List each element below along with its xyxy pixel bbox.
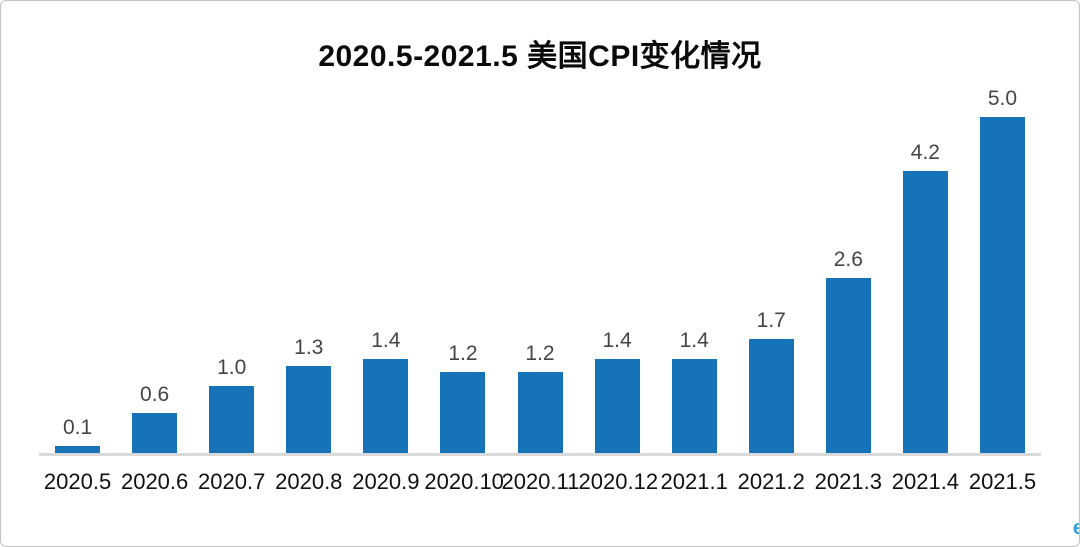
bar-column: 1.4 [347, 329, 424, 453]
bar [748, 339, 794, 453]
bar [902, 171, 948, 453]
watermark-icon: e [1073, 517, 1079, 540]
x-axis-tick-label: 2020.8 [275, 469, 343, 494]
bar-value-label: 1.2 [448, 342, 478, 365]
bar-column: 1.2 [424, 342, 501, 453]
x-axis-tick-label: 2021.3 [814, 469, 882, 494]
bar-value-label: 2.6 [833, 248, 863, 271]
bar-column: 5.0 [964, 87, 1041, 453]
bar-column: 1.4 [579, 329, 656, 453]
bar [209, 386, 255, 453]
x-axis-tick-label: 2020.10 [424, 469, 504, 494]
bar [594, 359, 640, 453]
bar-value-label: 1.3 [294, 336, 324, 359]
bar-value-label: 1.4 [679, 329, 709, 352]
bar-column: 0.6 [116, 383, 193, 453]
bar-value-label: 4.2 [910, 141, 940, 164]
bar-value-label: 1.4 [371, 329, 401, 352]
bar [825, 278, 871, 453]
bar-value-label: 1.0 [217, 356, 247, 379]
bar-value-label: 1.4 [602, 329, 632, 352]
x-axis-tick-label: 2021.2 [737, 469, 805, 494]
bar [55, 446, 101, 453]
x-axis-tick-label: 2020.7 [198, 469, 266, 494]
bar-value-label: 1.2 [525, 342, 555, 365]
bar-column: 2.6 [810, 248, 887, 453]
bar-column: 1.3 [270, 336, 347, 453]
bar-column: 1.0 [193, 356, 270, 453]
bar-column: 1.7 [733, 309, 810, 453]
x-axis-tick-label: 2021.4 [891, 469, 960, 494]
bar [671, 359, 717, 453]
x-axis-labels: 2020.5 2020.6 2020.7 2020.8 2020.9 2020.10 202… [39, 456, 1041, 495]
bar-value-label: 1.7 [756, 309, 786, 332]
bar [979, 117, 1025, 453]
bar-value-label: 0.1 [62, 416, 93, 439]
x-axis-tick-label: 2020.9 [352, 469, 420, 494]
bar-column: 0.1 [39, 416, 116, 453]
bar [132, 413, 178, 453]
bar [286, 366, 332, 453]
bar [363, 359, 409, 453]
x-axis-tick-label: 2020.12 [578, 469, 659, 494]
bar-value-label: 0.6 [140, 383, 170, 406]
x-axis-tick-label: 2020.6 [120, 469, 189, 494]
x-axis-tick-label: 2020.11 [501, 469, 580, 494]
bar-column: 4.2 [887, 141, 964, 453]
bar [517, 372, 563, 453]
bar [440, 372, 486, 453]
bar-value-label: 5.0 [987, 87, 1018, 110]
chart-title: 2020.5-2021.5 美国CPI变化情况 [318, 40, 762, 73]
bar-column: 1.2 [501, 342, 578, 453]
x-axis-tick-label: 2021.1 [660, 469, 728, 494]
x-axis-tick-label: 2020.5 [43, 469, 112, 494]
x-axis-tick-label: 2021.5 [968, 469, 1037, 494]
plot-area: 0.1 0.6 1.0 1.3 1.4 1.2 1.2 1.4 1.4 1.7 2.6 4.2 5.0 [39, 77, 1041, 456]
bar-column: 1.4 [656, 329, 733, 453]
